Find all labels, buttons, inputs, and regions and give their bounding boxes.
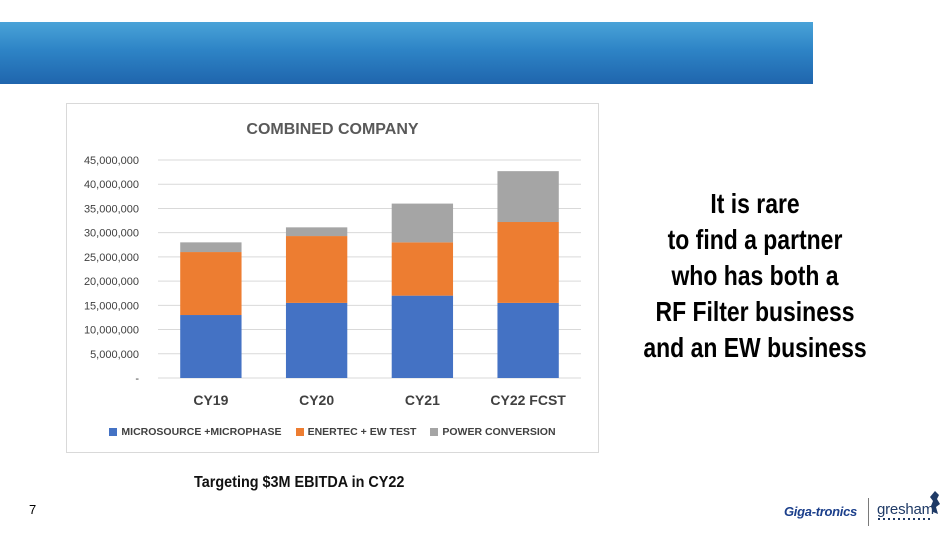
headline-line-2: to find a partner [667,224,843,255]
chart-container: - 5,000,000 10,000,000 15,000,000 20,000,000… [66,103,599,453]
chart-legend: MICROSOURCE +MICROPHASE ENERTEC + EW TES… [67,426,598,438]
bar-segment-power-conversion [180,242,242,253]
headline-line-4: RF Filter business [655,296,855,327]
bar-segment-microsource [497,302,559,378]
y-tick-label: 10,000,000 [84,325,139,337]
stacked-bar-chart: - 5,000,000 10,000,000 15,000,000 20,000,000… [84,155,581,408]
headline-line-1: It is rare [710,188,800,219]
bar-segment-microsource [285,302,348,378]
y-tick-label: 30,000,000 [84,228,139,240]
x-tick-label: CY20 [299,392,334,408]
bar-segment-microsource [180,315,242,378]
bar-segment-enertec [180,252,242,316]
legend-item-microsource: MICROSOURCE +MICROPHASE [109,426,282,438]
x-tick-label: CY19 [193,392,228,408]
bar-segment-enertec [285,236,348,303]
headline-line-3: who has both a [671,260,839,291]
gresham-logo: gresham [877,501,934,518]
legend-swatch-enertec [295,428,304,436]
bar-segment-enertec [497,222,559,303]
bar-segment-power-conversion [391,203,454,243]
legend-label-power-conversion: POWER CONVERSION [442,426,556,438]
chart-title: COMBINED COMPANY [246,121,419,138]
page-number: 7 [29,502,37,517]
bar-segment-power-conversion [497,171,559,223]
x-tick-label: CY21 [405,392,440,408]
headline: It is rare to find a partner who has bot… [636,186,874,366]
y-tick-label: 5,000,000 [90,349,139,361]
y-tick-label: - [135,373,139,385]
header-banner [0,22,813,84]
gresham-logo-underline [878,518,930,520]
y-tick-label: 45,000,000 [84,155,139,167]
legend-label-microsource: MICROSOURCE +MICROPHASE [121,426,282,438]
y-tick-label: 40,000,000 [84,179,139,191]
ebitda-footnote: Targeting $3M EBITDA in CY22 [194,474,405,491]
y-tick-label: 35,000,000 [84,203,139,215]
legend-item-power-conversion: POWER CONVERSION [430,426,556,438]
y-tick-label: 25,000,000 [84,252,139,264]
y-tick-label: 20,000,000 [84,276,139,288]
legend-item-enertec: ENERTEC + EW TEST [295,426,417,438]
legend-label-enertec: ENERTEC + EW TEST [307,426,417,438]
y-tick-label: 15,000,000 [84,300,139,312]
x-tick-label: CY22 FCST [490,392,566,408]
legend-swatch-microsource [109,428,118,436]
legend-swatch-power-conversion [430,428,439,436]
logo-divider [868,498,869,526]
gigatronics-logo: Giga-tronics [784,504,857,519]
bar-segment-microsource [391,295,454,378]
headline-line-5: and an EW business [643,332,867,363]
logo-group: Giga-tronics gresham [760,490,940,530]
bar-segment-enertec [391,242,454,296]
griffin-emblem-icon [930,491,940,514]
bar-segment-power-conversion [285,227,348,237]
